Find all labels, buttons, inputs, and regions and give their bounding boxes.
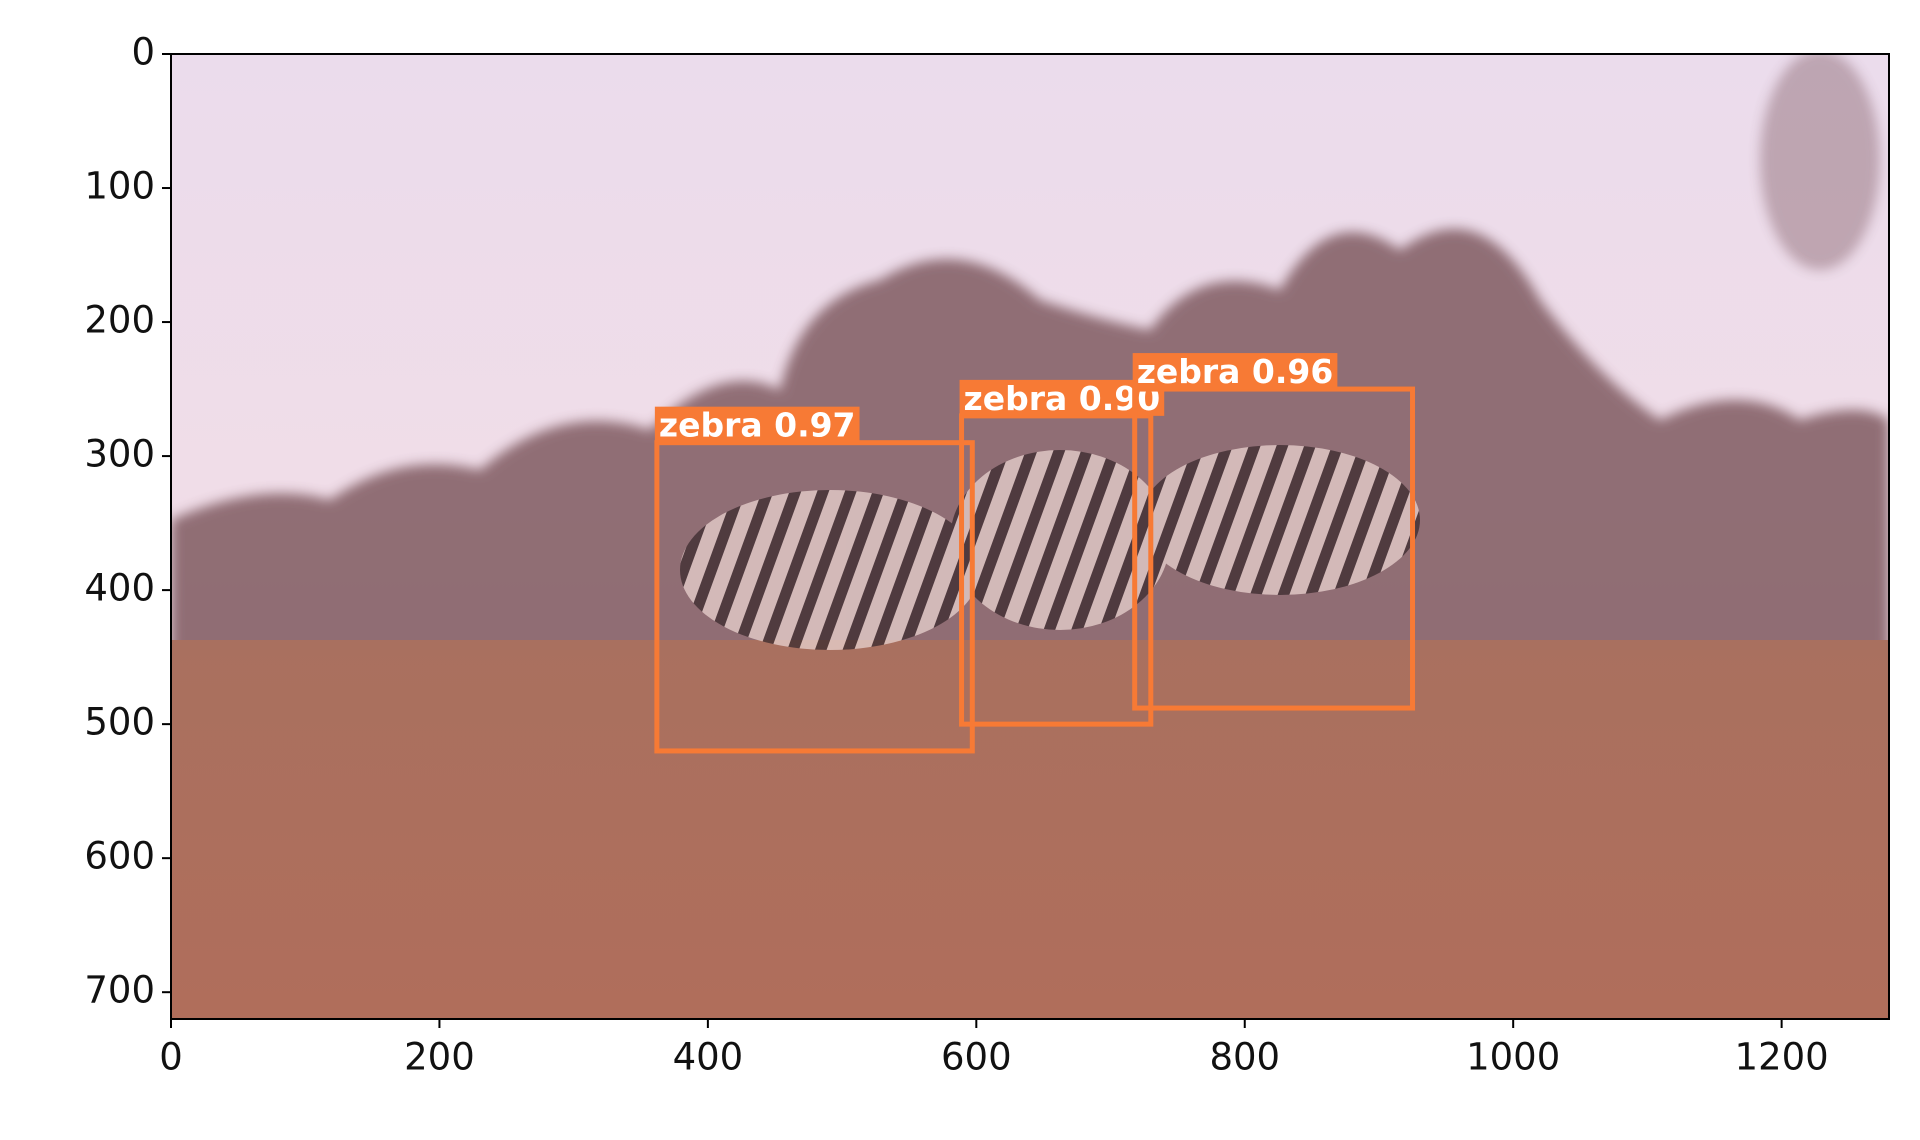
- y-tick-label: 200: [84, 299, 155, 342]
- axes-frame: [170, 53, 1890, 1020]
- box-label: zebra 0.96: [1137, 352, 1334, 391]
- photo: [171, 54, 1889, 1019]
- label-background: [959, 379, 1165, 416]
- x-tick-label: 400: [673, 1036, 744, 1079]
- y-tick-label: 400: [84, 567, 155, 610]
- box-label: zebra 0.97: [659, 406, 856, 445]
- x-tick-label: 600: [941, 1036, 1012, 1079]
- label-background: [654, 406, 860, 443]
- x-tick-label: 200: [404, 1036, 475, 1079]
- y-tick-label: 0: [131, 31, 155, 74]
- box-label: zebra 0.90: [964, 379, 1161, 418]
- x-tick-label: 1200: [1735, 1036, 1829, 1079]
- y-tick-label: 700: [84, 969, 155, 1012]
- y-tick-label: 300: [84, 433, 155, 476]
- x-tick-label: 0: [159, 1036, 183, 1079]
- x-tick-label: 1000: [1466, 1036, 1560, 1079]
- label-background: [1132, 353, 1338, 390]
- x-tick-label: 800: [1209, 1036, 1280, 1079]
- y-tick-label: 500: [84, 701, 155, 744]
- y-tick-label: 100: [84, 165, 155, 208]
- y-tick-label: 600: [84, 835, 155, 878]
